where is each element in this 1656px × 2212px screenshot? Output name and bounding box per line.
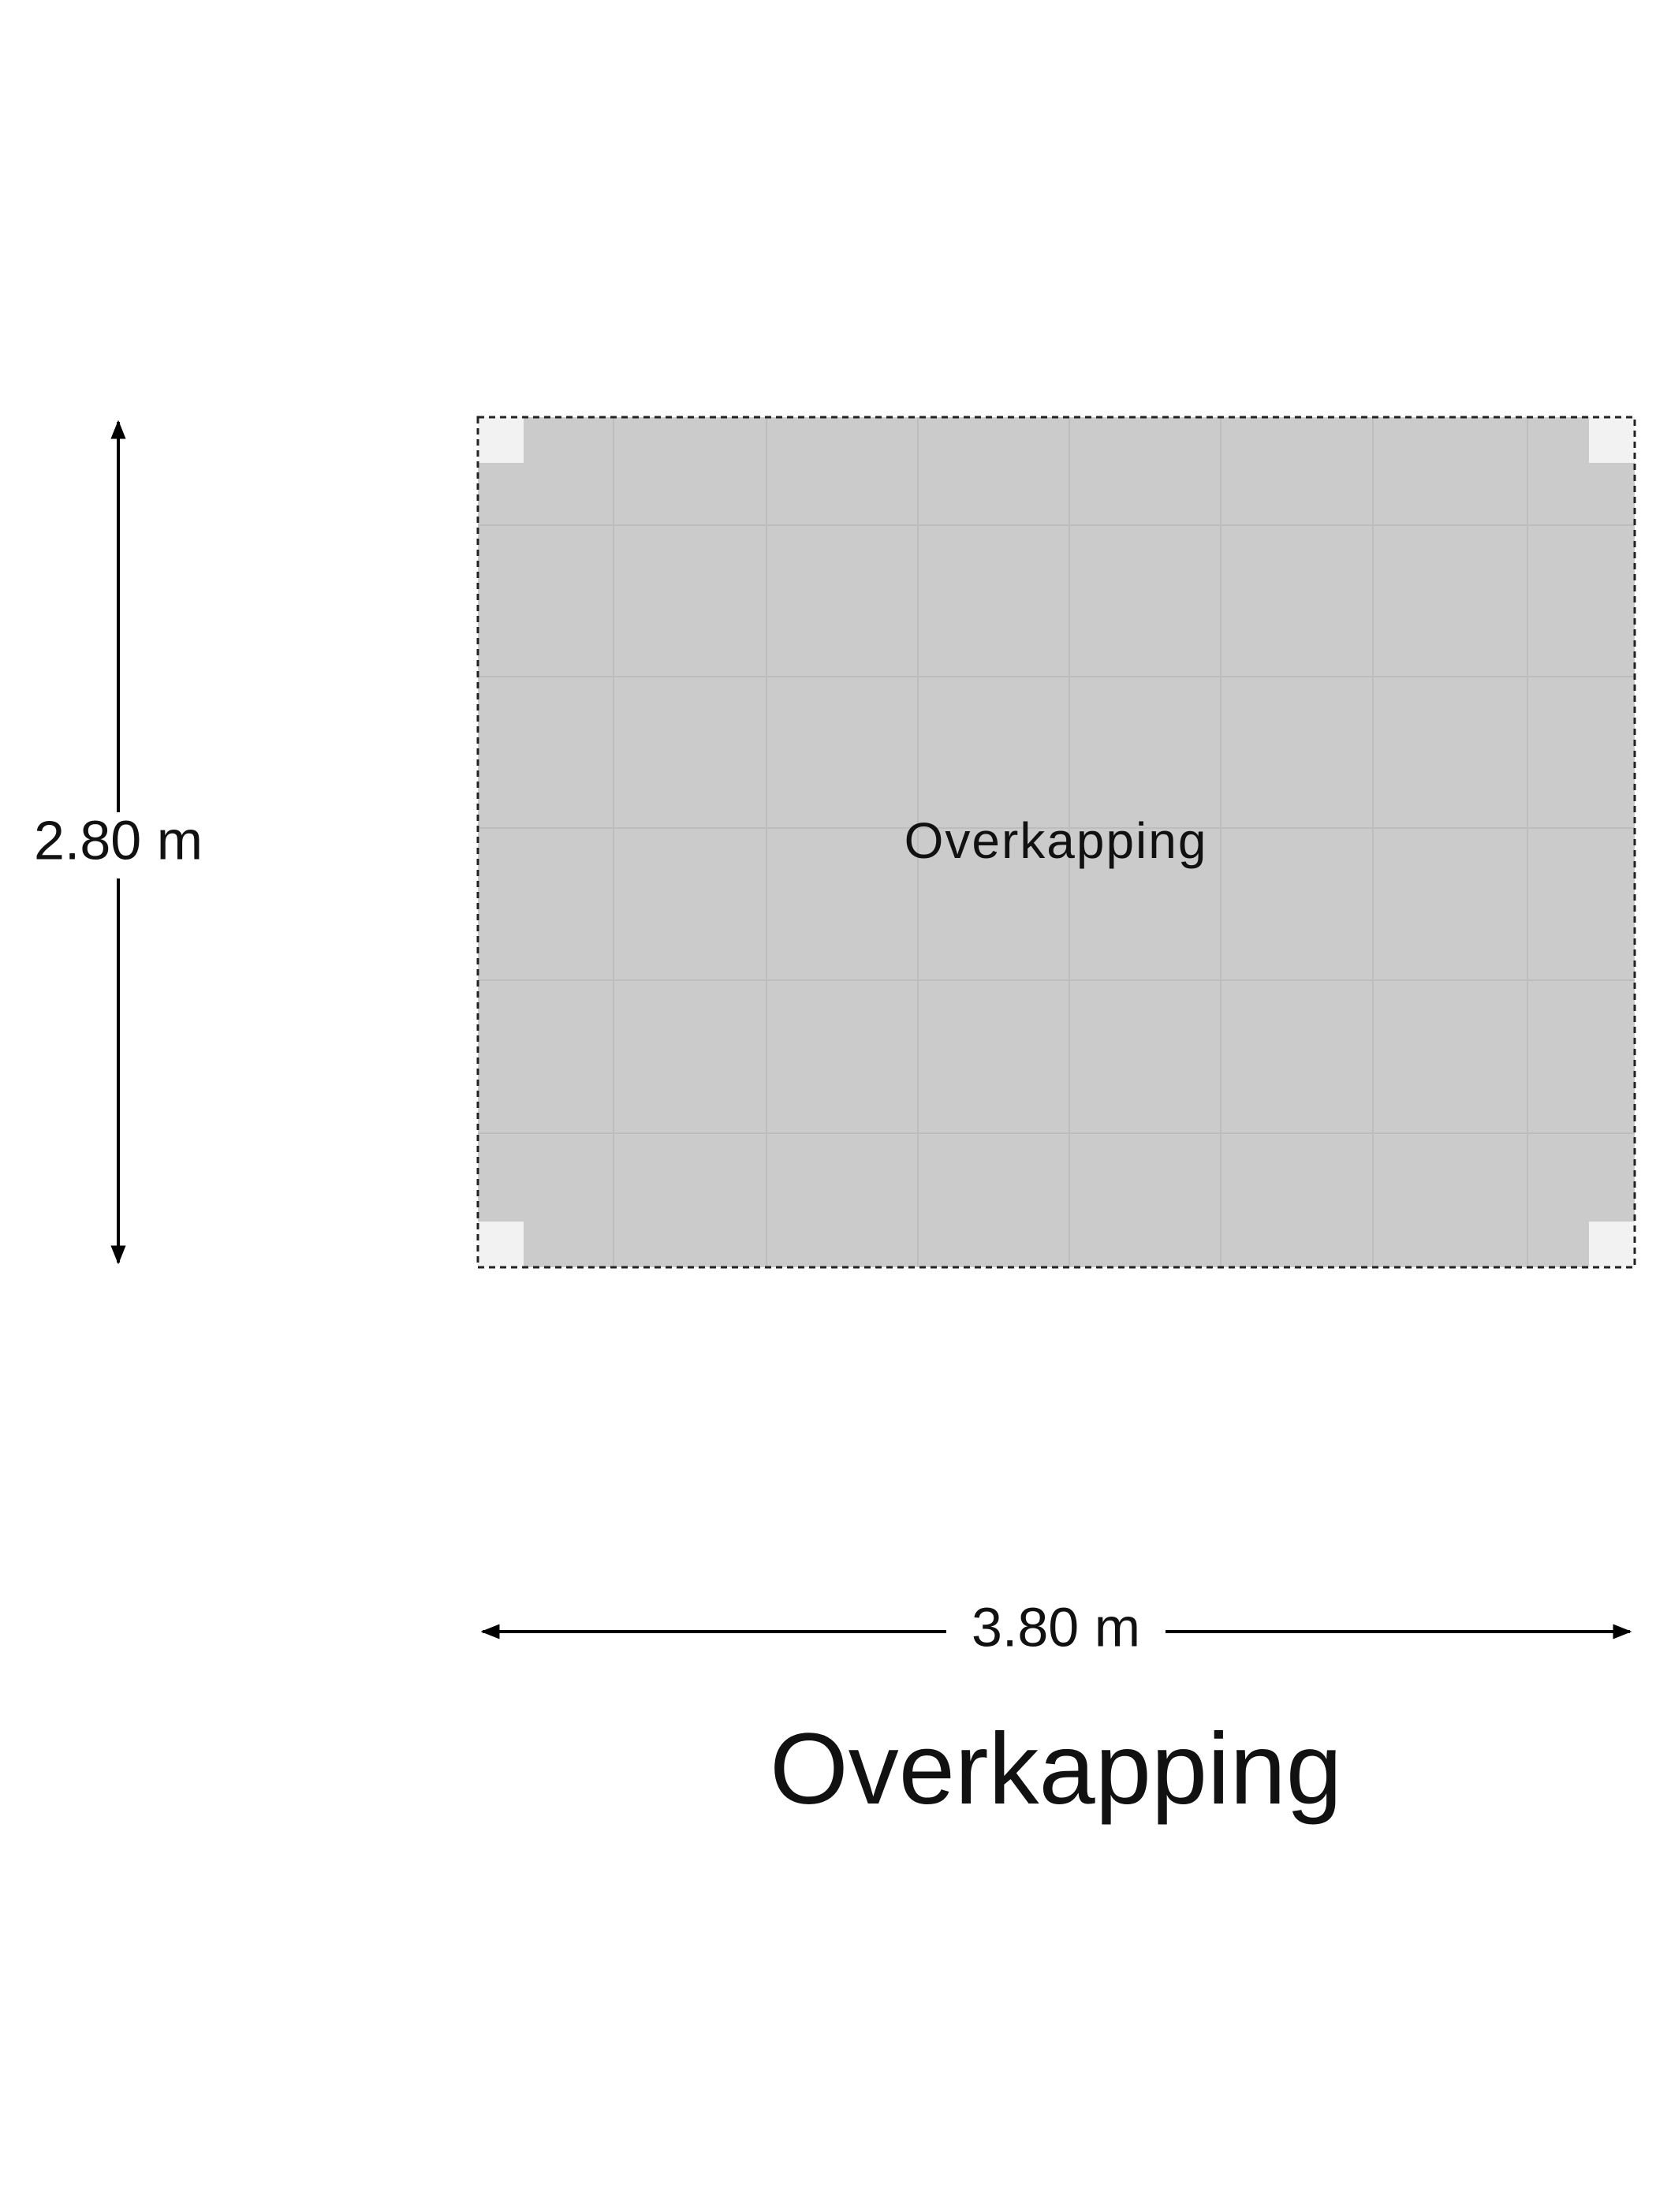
dimension-label: 3.80 m xyxy=(972,1596,1140,1658)
label-background xyxy=(946,1598,1166,1665)
tile-grid xyxy=(478,417,1635,1267)
room-label: Overkapping xyxy=(904,812,1208,869)
room-outline xyxy=(476,416,1636,1269)
height-dimension: 2.80 m xyxy=(24,420,213,1265)
room-floor xyxy=(478,417,1635,1267)
label-background xyxy=(24,812,213,878)
corner-posts xyxy=(478,417,1635,1267)
plan-title: Overkapping xyxy=(770,1713,1342,1826)
width-dimension: 3.80 m xyxy=(480,1596,1632,1665)
room: Overkapping xyxy=(476,416,1636,1269)
dimension-label: 2.80 m xyxy=(34,809,203,871)
